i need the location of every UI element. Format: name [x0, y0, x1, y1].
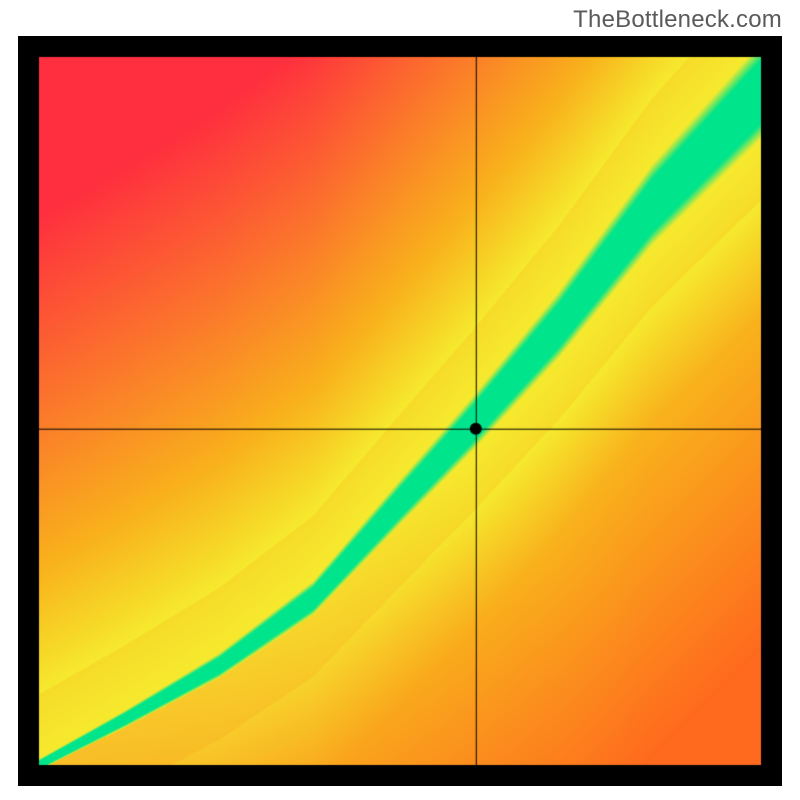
bottleneck-heatmap: [18, 36, 782, 786]
watermark-label: TheBottleneck.com: [573, 6, 782, 34]
